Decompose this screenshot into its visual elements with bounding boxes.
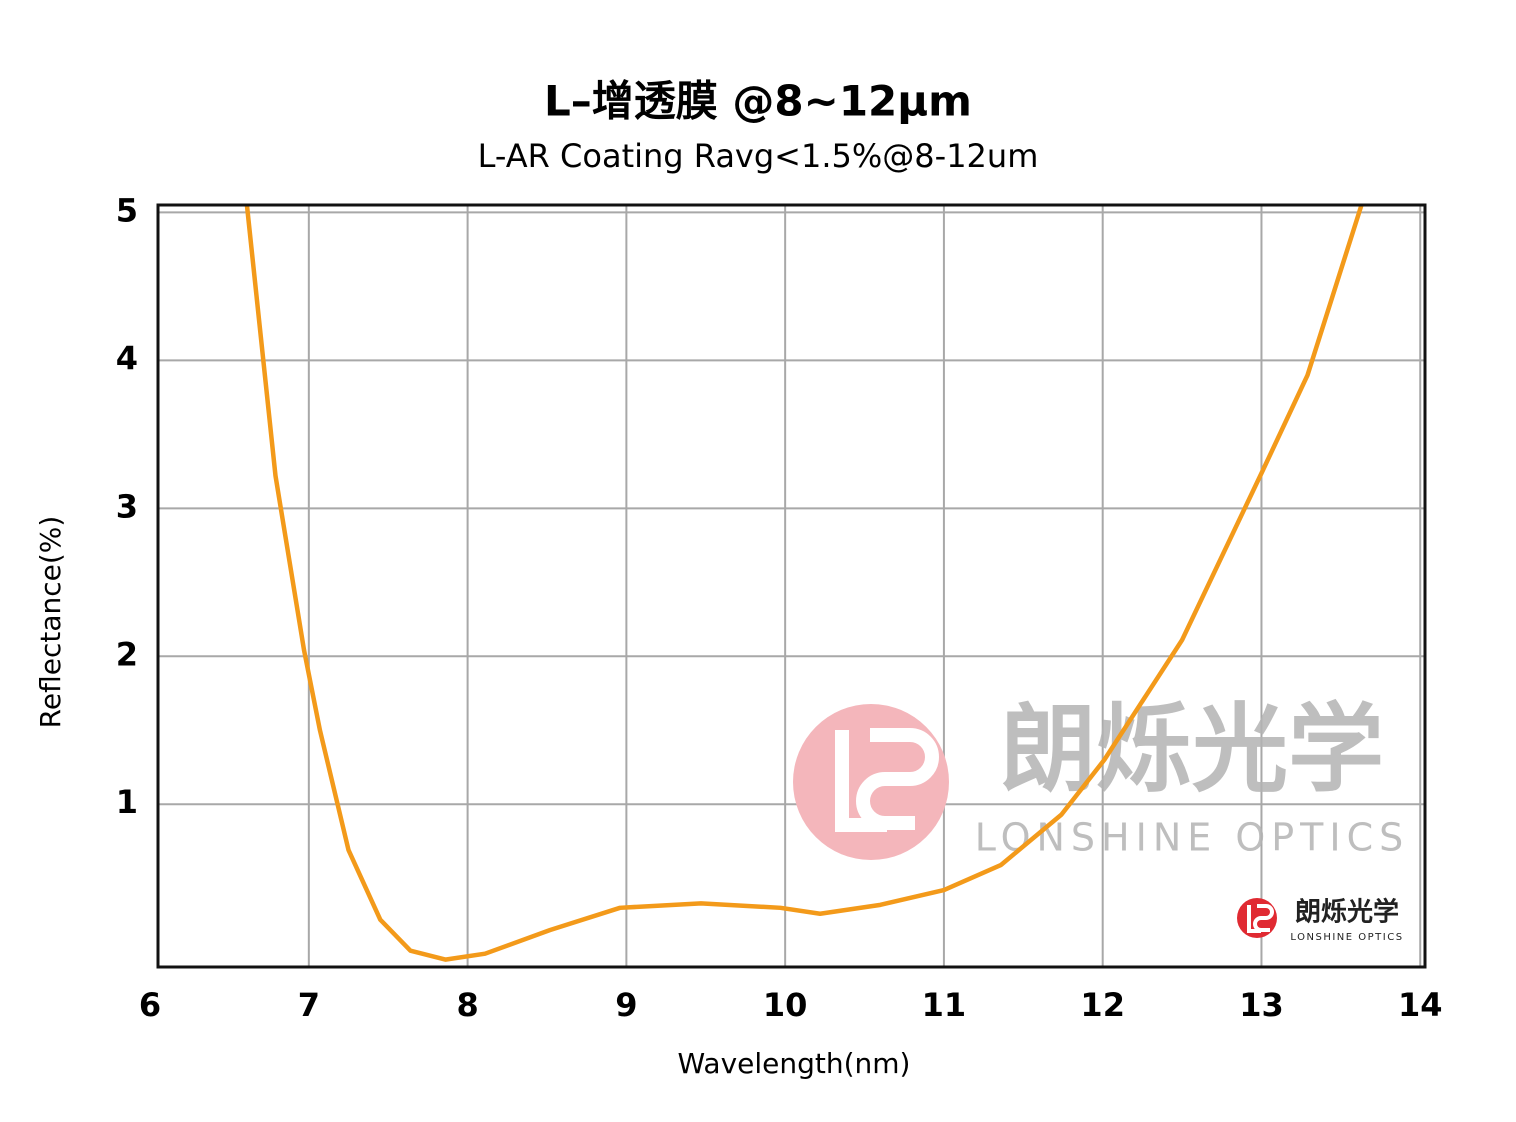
y-tick-label: 2 — [116, 635, 138, 673]
x-tick-label: 11 — [922, 986, 967, 1024]
watermark-english: LONSHINE OPTICS — [975, 816, 1409, 860]
watermark-logo — [793, 704, 1277, 938]
logo-english: LONSHINE OPTICS — [1290, 932, 1403, 943]
x-tick-label: 7 — [298, 986, 320, 1024]
watermark-name: 朗烁光学 — [1000, 693, 1384, 805]
data-line — [244, 204, 1364, 962]
chart-subtitle: L-AR Coating Ravg<1.5%@8-12um — [478, 137, 1039, 175]
x-tick-label: 10 — [763, 986, 808, 1024]
x-tick-label: 6 — [139, 986, 161, 1024]
y-tick-label: 1 — [116, 783, 138, 821]
x-tick-label: 14 — [1398, 986, 1443, 1024]
x-tick-label: 12 — [1080, 986, 1125, 1024]
x-tick-label: 13 — [1239, 986, 1284, 1024]
x-tick-label: 8 — [456, 986, 478, 1024]
y-axis-label: Reflectance(%) — [34, 516, 67, 729]
chart-title: L–增透膜 @8~12μm — [544, 77, 972, 126]
y-tick-label: 3 — [116, 487, 138, 525]
y-tick-label: 5 — [116, 191, 138, 229]
y-tick-label: 4 — [116, 339, 138, 377]
x-tick-label: 9 — [615, 986, 637, 1024]
plot-frame — [156, 203, 1427, 969]
x-axis-label: Wavelength(nm) — [678, 1047, 911, 1080]
logo-name: 朗烁光学 — [1295, 897, 1399, 928]
